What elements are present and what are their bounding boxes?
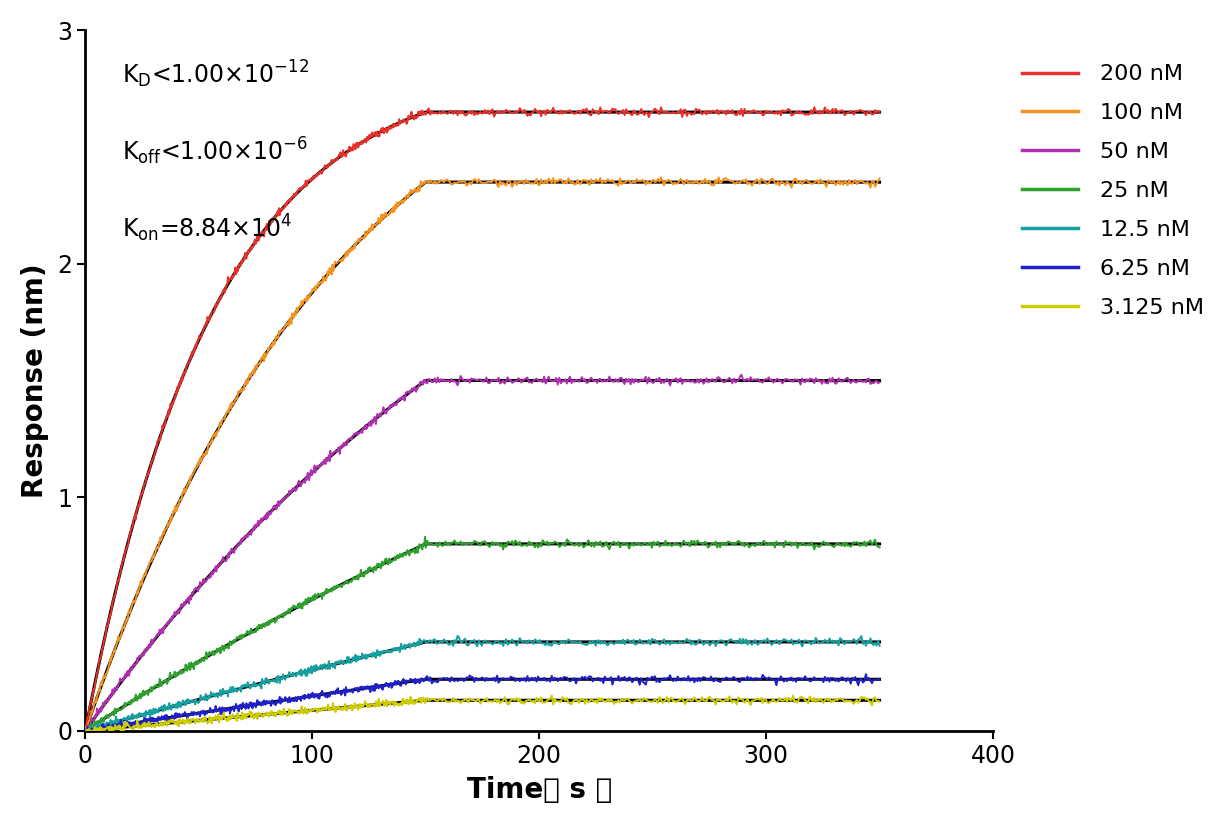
X-axis label: Time（ s ）: Time（ s ） <box>466 776 612 804</box>
Y-axis label: Response (nm): Response (nm) <box>21 263 48 497</box>
Text: K$_\mathregular{on}$=8.84×10$^{4}$: K$_\mathregular{on}$=8.84×10$^{4}$ <box>121 212 292 244</box>
Text: K$_\mathregular{off}$<1.00×10$^{-6}$: K$_\mathregular{off}$<1.00×10$^{-6}$ <box>121 135 308 167</box>
Text: K$_\mathregular{D}$<1.00×10$^{-12}$: K$_\mathregular{D}$<1.00×10$^{-12}$ <box>121 59 309 90</box>
Legend: 200 nM, 100 nM, 50 nM, 25 nM, 12.5 nM, 6.25 nM, 3.125 nM: 200 nM, 100 nM, 50 nM, 25 nM, 12.5 nM, 6… <box>1014 55 1211 327</box>
